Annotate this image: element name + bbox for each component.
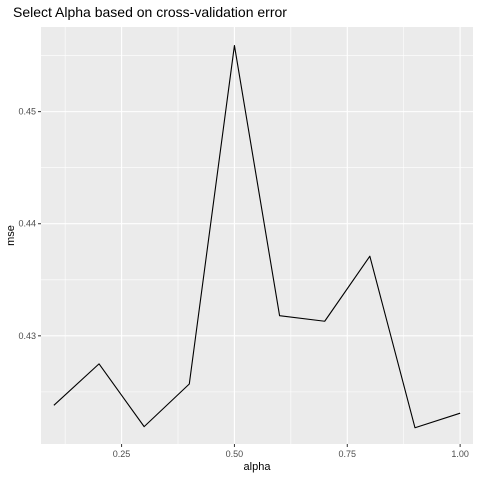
x-tick-label: 0.50 (226, 449, 244, 459)
x-tick-label: 0.25 (113, 449, 131, 459)
series-group (53, 44, 461, 429)
y-axis-label: mse (5, 225, 17, 246)
plot-panel (41, 27, 473, 444)
y-axis: 0.43 0.44 0.45 (18, 107, 41, 341)
x-tick-label: 1.00 (451, 449, 469, 459)
grid-minor (41, 27, 473, 444)
y-tick-label: 0.44 (18, 219, 36, 229)
series-line (53, 44, 461, 429)
y-tick-label: 0.43 (18, 331, 36, 341)
grid-major (41, 27, 473, 444)
chart-title: Select Alpha based on cross-validation e… (13, 4, 287, 20)
x-axis-label: alpha (244, 461, 272, 473)
x-axis: 0.25 0.50 0.75 1.00 (113, 444, 469, 459)
y-tick-label: 0.45 (18, 107, 36, 117)
x-tick-label: 0.75 (339, 449, 357, 459)
